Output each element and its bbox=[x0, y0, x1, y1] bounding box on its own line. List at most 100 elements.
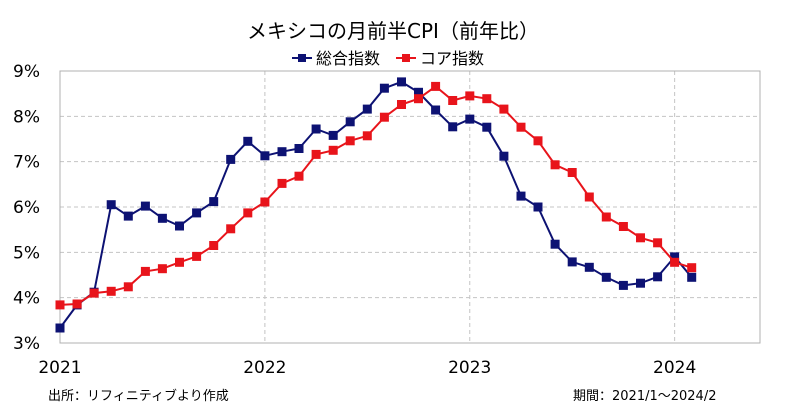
data-point bbox=[260, 197, 270, 207]
data-point bbox=[653, 272, 663, 282]
data-point bbox=[533, 202, 543, 212]
data-point bbox=[482, 94, 492, 104]
legend-label: 総合指数 bbox=[316, 49, 380, 68]
data-point bbox=[362, 104, 372, 114]
data-point bbox=[465, 114, 475, 124]
data-point bbox=[89, 288, 99, 298]
legend-swatch-marker bbox=[298, 54, 306, 62]
data-point bbox=[601, 212, 611, 222]
data-point bbox=[670, 252, 680, 262]
data-point bbox=[209, 197, 219, 207]
chart-legend: 総合指数 コア指数 bbox=[292, 49, 484, 68]
data-point bbox=[328, 130, 338, 140]
data-point bbox=[448, 122, 458, 132]
data-point bbox=[465, 91, 475, 101]
data-point bbox=[618, 280, 628, 290]
data-point bbox=[618, 222, 628, 231]
data-point bbox=[294, 171, 304, 181]
y-tick-label: 5% bbox=[13, 243, 40, 263]
y-tick-label: 4% bbox=[13, 289, 40, 309]
data-point bbox=[550, 160, 560, 170]
y-tick-label: 7% bbox=[13, 153, 40, 173]
data-point bbox=[140, 266, 150, 276]
legend-label: コア指数 bbox=[420, 49, 484, 68]
data-point bbox=[516, 122, 526, 132]
data-point bbox=[226, 154, 236, 164]
data-point bbox=[499, 104, 509, 114]
data-point bbox=[362, 131, 372, 141]
x-tick-label: 2023 bbox=[448, 358, 491, 378]
data-point bbox=[687, 272, 697, 282]
data-point bbox=[499, 151, 509, 161]
legend-item: 総合指数 bbox=[292, 49, 380, 68]
source-note: 出所：リフィニティブより作成 bbox=[48, 389, 229, 404]
data-point bbox=[584, 262, 594, 272]
data-point bbox=[311, 149, 321, 159]
data-point bbox=[636, 233, 645, 243]
data-point bbox=[123, 282, 133, 292]
data-point bbox=[328, 145, 338, 155]
chart-grid bbox=[60, 71, 760, 343]
data-point bbox=[550, 239, 560, 249]
data-point bbox=[431, 105, 441, 115]
legend-swatch-marker bbox=[402, 54, 410, 62]
data-point bbox=[567, 168, 577, 177]
data-point bbox=[414, 94, 423, 104]
data-point bbox=[192, 251, 202, 261]
data-point bbox=[192, 208, 202, 218]
data-point bbox=[567, 257, 577, 267]
plot-area-frame bbox=[59, 70, 761, 344]
data-point bbox=[243, 208, 253, 218]
data-point bbox=[584, 192, 594, 202]
data-point bbox=[175, 257, 184, 267]
series-1 bbox=[55, 77, 697, 333]
data-point bbox=[55, 323, 65, 333]
data-point bbox=[345, 136, 355, 146]
data-point bbox=[260, 151, 270, 161]
data-point bbox=[55, 300, 65, 310]
y-axis: 3% 4% 5% 6% 7% 8% 9% bbox=[13, 62, 40, 354]
data-point bbox=[277, 147, 287, 157]
data-point bbox=[106, 286, 116, 296]
data-point bbox=[379, 83, 389, 93]
data-point bbox=[414, 87, 423, 97]
data-point bbox=[243, 136, 253, 146]
series-layer bbox=[55, 77, 697, 333]
data-point bbox=[397, 100, 406, 109]
data-point bbox=[175, 221, 184, 231]
data-point bbox=[601, 272, 611, 282]
data-point bbox=[140, 201, 150, 211]
data-point bbox=[687, 263, 697, 273]
y-tick-label: 6% bbox=[13, 198, 40, 218]
legend-item: コア指数 bbox=[396, 49, 484, 68]
x-axis: 2021 2022 2023 2024 bbox=[38, 358, 696, 378]
data-point bbox=[226, 224, 236, 234]
data-point bbox=[636, 278, 645, 288]
data-point bbox=[482, 122, 492, 132]
series-2 bbox=[55, 81, 697, 310]
data-point bbox=[448, 96, 458, 105]
data-point bbox=[209, 241, 219, 250]
data-point bbox=[516, 191, 526, 201]
chart-title: メキシコの月前半CPI（前年比） bbox=[247, 19, 539, 43]
data-point bbox=[379, 112, 389, 122]
x-tick-label: 2021 bbox=[38, 358, 81, 378]
period-note: 期間：2021/1～2024/2 bbox=[573, 389, 717, 404]
y-tick-label: 8% bbox=[13, 107, 40, 127]
data-point bbox=[653, 238, 663, 248]
data-point bbox=[670, 257, 680, 267]
x-tick-label: 2022 bbox=[243, 358, 286, 378]
data-point bbox=[106, 200, 116, 210]
data-point bbox=[123, 211, 133, 221]
data-point bbox=[311, 124, 321, 134]
data-point bbox=[157, 264, 167, 274]
y-tick-label: 9% bbox=[13, 62, 40, 82]
data-point bbox=[533, 136, 543, 146]
data-point bbox=[157, 213, 167, 223]
data-point bbox=[397, 77, 406, 87]
data-point bbox=[277, 178, 287, 188]
x-tick-label: 2024 bbox=[653, 358, 696, 378]
y-tick-label: 3% bbox=[13, 334, 40, 354]
data-point bbox=[72, 299, 82, 309]
